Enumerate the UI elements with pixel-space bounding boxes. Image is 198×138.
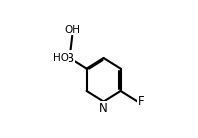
Text: B: B (66, 51, 74, 64)
Text: F: F (138, 95, 144, 108)
Text: OH: OH (64, 25, 80, 35)
Text: HO: HO (53, 53, 69, 63)
Text: N: N (99, 102, 108, 115)
